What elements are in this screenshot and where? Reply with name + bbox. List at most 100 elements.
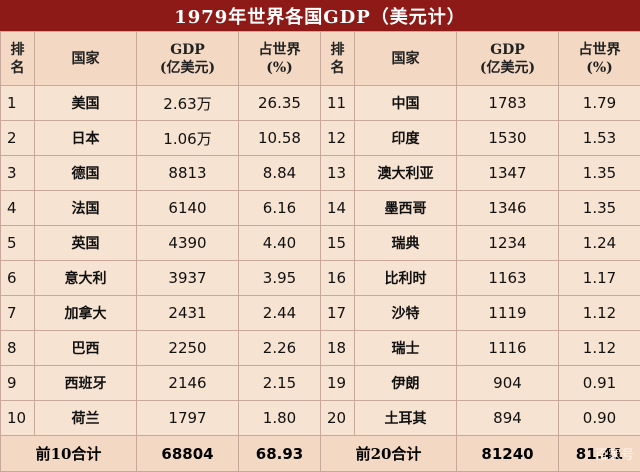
rank-cell: 5 <box>1 226 35 261</box>
share-cell: 1.53 <box>559 121 640 156</box>
rank-cell: 20 <box>321 401 355 436</box>
country-cell: 巴西 <box>35 331 137 366</box>
header-rank-right: 排名 <box>321 32 355 86</box>
gdp-cell: 1797 <box>137 401 239 436</box>
header-gdp-line1: GDP <box>457 41 558 59</box>
header-gdp-line1: GDP <box>137 41 238 59</box>
gdp-cell: 1234 <box>457 226 559 261</box>
share-cell: 2.44 <box>239 296 321 331</box>
share-cell: 0.90 <box>559 401 640 436</box>
total-label-right: 前20合计 <box>321 436 457 472</box>
rank-cell: 16 <box>321 261 355 296</box>
rank-cell: 18 <box>321 331 355 366</box>
rank-cell: 3 <box>1 156 35 191</box>
rank-cell: 2 <box>1 121 35 156</box>
rank-cell: 17 <box>321 296 355 331</box>
rank-cell: 1 <box>1 86 35 121</box>
country-cell: 伊朗 <box>355 366 457 401</box>
country-cell: 中国 <box>355 86 457 121</box>
country-cell: 加拿大 <box>35 296 137 331</box>
gdp-cell: 3937 <box>137 261 239 296</box>
watermark: 百家号 <box>595 444 634 463</box>
total-label-left: 前10合计 <box>1 436 137 472</box>
country-cell: 荷兰 <box>35 401 137 436</box>
share-cell: 3.95 <box>239 261 321 296</box>
share-cell: 8.84 <box>239 156 321 191</box>
gdp-cell: 1119 <box>457 296 559 331</box>
header-gdp-line2: (亿美元) <box>457 59 558 77</box>
header-gdp-right: GDP(亿美元) <box>457 32 559 86</box>
rank-cell: 13 <box>321 156 355 191</box>
share-cell: 1.17 <box>559 261 640 296</box>
table-body: 排名 国家 GDP(亿美元) 占世界(%) 排名 国家 GDP(亿美元) 占世界… <box>1 32 640 472</box>
rank-cell: 7 <box>1 296 35 331</box>
gdp-cell: 1530 <box>457 121 559 156</box>
gdp-cell: 6140 <box>137 191 239 226</box>
header-gdp-left: GDP(亿美元) <box>137 32 239 86</box>
share-cell: 1.12 <box>559 296 640 331</box>
header-rank-left: 排名 <box>1 32 35 86</box>
rank-cell: 10 <box>1 401 35 436</box>
rank-cell: 19 <box>321 366 355 401</box>
country-cell: 土耳其 <box>355 401 457 436</box>
country-cell: 美国 <box>35 86 137 121</box>
share-cell: 4.40 <box>239 226 321 261</box>
header-share-line2: (%) <box>559 59 640 77</box>
country-cell: 墨西哥 <box>355 191 457 226</box>
gdp-table: 排名 国家 GDP(亿美元) 占世界(%) 排名 国家 GDP(亿美元) 占世界… <box>0 31 640 472</box>
total-gdp-right: 81240 <box>457 436 559 472</box>
share-cell: 2.15 <box>239 366 321 401</box>
country-cell: 瑞士 <box>355 331 457 366</box>
share-cell: 1.80 <box>239 401 321 436</box>
gdp-cell: 1116 <box>457 331 559 366</box>
gdp-cell: 904 <box>457 366 559 401</box>
share-cell: 1.24 <box>559 226 640 261</box>
header-rank-text: 排名 <box>11 41 25 77</box>
rank-cell: 14 <box>321 191 355 226</box>
gdp-cell: 1346 <box>457 191 559 226</box>
gdp-cell: 1347 <box>457 156 559 191</box>
country-cell: 日本 <box>35 121 137 156</box>
gdp-cell: 8813 <box>137 156 239 191</box>
header-share-right: 占世界(%) <box>559 32 640 86</box>
rank-cell: 9 <box>1 366 35 401</box>
country-cell: 澳大利亚 <box>355 156 457 191</box>
rank-cell: 6 <box>1 261 35 296</box>
rank-cell: 4 <box>1 191 35 226</box>
country-cell: 沙特 <box>355 296 457 331</box>
share-cell: 2.26 <box>239 331 321 366</box>
gdp-cell: 2250 <box>137 331 239 366</box>
header-share-line1: 占世界 <box>239 41 320 59</box>
rank-cell: 15 <box>321 226 355 261</box>
share-cell: 26.35 <box>239 86 321 121</box>
header-share-line2: (%) <box>239 59 320 77</box>
gdp-cell: 1163 <box>457 261 559 296</box>
gdp-cell: 894 <box>457 401 559 436</box>
country-cell: 英国 <box>35 226 137 261</box>
share-cell: 1.35 <box>559 156 640 191</box>
share-cell: 6.16 <box>239 191 321 226</box>
share-cell: 0.91 <box>559 366 640 401</box>
country-cell: 瑞典 <box>355 226 457 261</box>
gdp-cell: 2146 <box>137 366 239 401</box>
header-country-left: 国家 <box>35 32 137 86</box>
country-cell: 法国 <box>35 191 137 226</box>
gdp-cell: 4390 <box>137 226 239 261</box>
total-share-left: 68.93 <box>239 436 321 472</box>
rank-cell: 8 <box>1 331 35 366</box>
country-cell: 意大利 <box>35 261 137 296</box>
gdp-cell: 2431 <box>137 296 239 331</box>
gdp-cell: 1.06万 <box>137 121 239 156</box>
header-row: 排名 国家 GDP(亿美元) 占世界(%) 排名 国家 GDP(亿美元) 占世界… <box>1 32 640 86</box>
share-cell: 1.12 <box>559 331 640 366</box>
